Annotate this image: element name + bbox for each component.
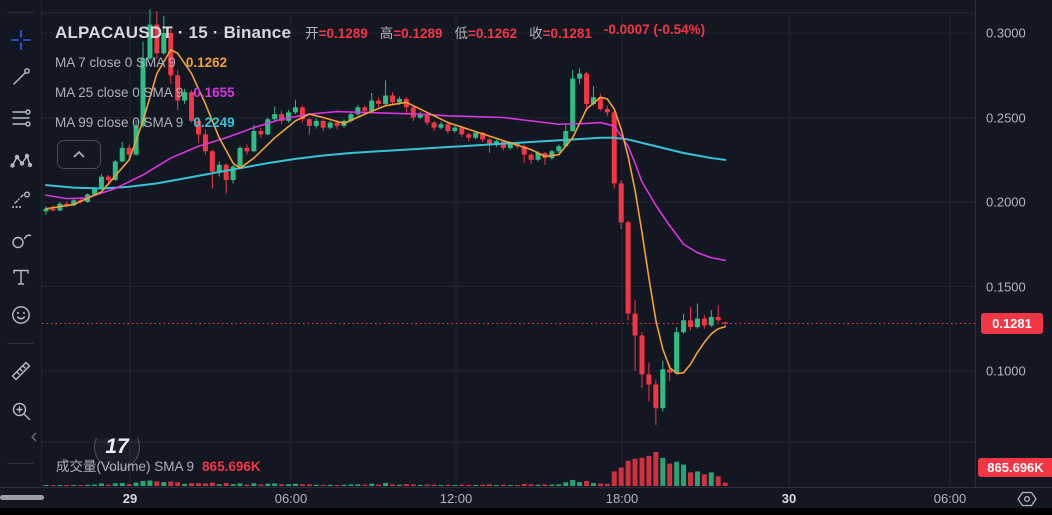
ma99-line [45, 136, 727, 190]
ohlc-readout: 开=0.1289 高=0.1289 低=0.1262 收=0.1281 -0.0… [305, 22, 705, 42]
crosshair-tool-icon[interactable] [9, 28, 33, 52]
time-tick-label: 30 [781, 491, 797, 506]
axis-settings-gear-icon[interactable] [1014, 490, 1040, 507]
close-value: =0.1281 [542, 26, 592, 41]
volume-sma-value: 865.696K [202, 459, 261, 474]
fib-retracement-tool-icon[interactable] [9, 106, 33, 130]
low-label: 低 [454, 26, 468, 41]
close-label: 收 [529, 26, 543, 41]
forecast-tool-icon[interactable] [9, 189, 33, 213]
time-tick-label: 12:00 [439, 491, 473, 506]
price-tick-label: 0.1500 [986, 279, 1026, 294]
volume-legend-row[interactable]: 成交量(Volume) SMA 9 865.696K [56, 455, 261, 475]
horizontal-scrollbar[interactable] [0, 495, 44, 500]
ma7-line [45, 49, 726, 375]
text-tool-icon[interactable] [9, 265, 33, 289]
price-tick-label: 0.2000 [986, 194, 1026, 210]
price-tick-label: 0.1000 [986, 363, 1026, 379]
price-tick-label: 0.3000 [986, 25, 1026, 41]
window-bottom-edge [0, 508, 1052, 515]
chart-gridlines [0, 12, 975, 487]
price-tick-label: 0.2500 [986, 110, 1026, 125]
time-tick-label: 06:00 [274, 491, 308, 506]
change-value: -0.0007 (-0.54%) [603, 22, 706, 37]
trend-line-tool-icon[interactable] [9, 65, 33, 89]
low-value: =0.1262 [467, 26, 518, 41]
ma99-label: MA 99 close 0 SMA 9 [55, 115, 184, 130]
hide-toolbar-arrow-icon[interactable] [28, 431, 40, 443]
volume-value-badge: 865.696K [978, 458, 1052, 477]
ma99-value: 0.2249 [193, 115, 235, 130]
ma7-legend-row[interactable]: MA 7 close 0 SMA 9 0.1262 [55, 52, 705, 73]
open-value: =0.1289 [318, 26, 368, 41]
ma25-line [45, 110, 726, 262]
zoom-in-tool-icon[interactable] [9, 399, 33, 423]
emoji-tool-icon[interactable] [9, 303, 33, 327]
xabcd-pattern-tool-icon[interactable] [9, 149, 33, 173]
ma25-value: 0.1655 [193, 85, 235, 100]
volume-pane-overlay: 17 成交量(Volume) SMA 9 865.696K [42, 438, 682, 487]
last-price-badge: 0.1281 [981, 313, 1043, 334]
high-label: 高 [379, 26, 394, 41]
time-tick-label: 06:00 [933, 491, 967, 506]
volume-label: 成交量(Volume) SMA 9 [56, 459, 195, 474]
legend-collapse-button[interactable] [57, 140, 101, 169]
toolbar-divider [7, 463, 34, 464]
volume-bars [43, 452, 728, 486]
ruler-measure-tool-icon[interactable] [9, 359, 33, 383]
drawing-toolbar [0, 0, 42, 487]
ma25-legend-row[interactable]: MA 25 close 0 SMA 9 0.1655 [55, 82, 705, 103]
symbol-title[interactable]: ALPACAUSDT · 15 · Binance [55, 23, 292, 42]
high-value: =0.1289 [393, 26, 443, 41]
ma99-legend-row[interactable]: MA 99 close 0 SMA 9 0.2249 [55, 112, 705, 133]
time-tick-label: 29 [122, 491, 138, 506]
price-axis[interactable]: 0.1281 865.696K 0.3000 0.2500 0.2000 0.1500… [975, 0, 1052, 487]
open-label: 开 [305, 26, 319, 41]
toolbar-divider [7, 343, 34, 344]
chart-legend: ALPACAUSDT · 15 · Binance 开=0.1289 高=0.1… [55, 22, 705, 169]
ma7-label: MA 7 close 0 SMA 9 [55, 55, 176, 70]
toolbar-divider [7, 12, 34, 13]
ma7-value: 0.1262 [185, 55, 228, 70]
time-axis[interactable]: 29 06:00 12:00 18:00 30 06:00 [0, 487, 1052, 509]
brush-arc-tool-icon[interactable] [9, 228, 33, 252]
time-tick-label: 18:00 [605, 491, 639, 506]
ma25-label: MA 25 close 0 SMA 9 [55, 85, 184, 100]
